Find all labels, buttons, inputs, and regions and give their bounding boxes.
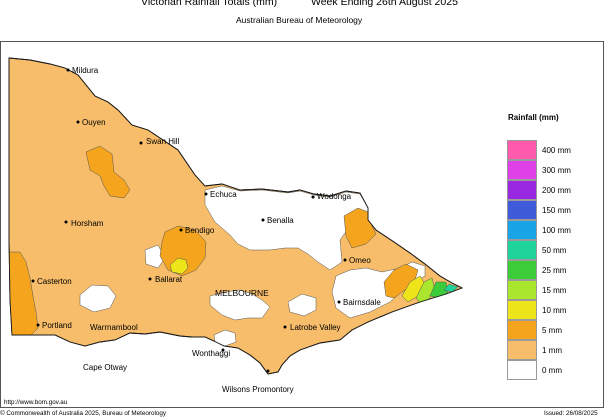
legend-swatch [507,180,537,200]
label-melbourne: MELBOURNE [215,288,269,298]
marker-horsham [64,220,68,224]
marker-wilsons-promontory [266,369,270,373]
label-latrobe-valley: Latrobe Valley [290,323,341,332]
label-benalla: Benalla [267,216,294,225]
legend-swatch [507,360,537,380]
marker-ouyen [76,120,80,124]
dry-region-northeast [204,185,369,271]
legend-label: 300 mm [542,166,571,175]
label-wilsons-promontory: Wilsons Promontory [222,385,294,394]
legend-swatch [507,220,537,240]
marker-swan-hill [139,141,143,145]
label-cape-otway: Cape Otway [83,363,127,372]
label-bairnsdale: Bairnsdale [343,298,381,307]
town-markers [31,68,347,373]
footer-url: http://www.bom.gov.au [4,399,68,406]
label-ballarat: Ballarat [155,275,183,284]
rainfall-map: Mildura Ouyen Swan Hill Echuca Wodonga H… [8,57,464,394]
legend-swatch [507,260,537,280]
legend-title: Rainfall (mm) [508,113,559,122]
legend-label: 25 mm [542,266,567,275]
footer-copyright: © Commonwealth of Australia 2025, Bureau… [0,410,167,417]
marker-wodonga [311,195,315,199]
marker-wonthaggi [221,348,225,352]
marker-casterton [31,279,35,283]
map-subtitle: Australian Bureau of Meteorology [236,15,363,25]
place-labels: Mildura Ouyen Swan Hill Echuca Wodonga H… [37,66,381,394]
label-ouyen: Ouyen [82,118,106,127]
legend-label: 0 mm [542,366,562,375]
footer-issued: Issued: 26/08/2025 [544,410,598,417]
dry-region-gippsland-hill [287,293,317,317]
rain-5mm-wimmera [85,145,131,199]
label-wodonga: Wodonga [317,192,352,201]
legend-label: 200 mm [542,186,571,195]
legend-label: 10 mm [542,306,567,315]
rain-50mm-far-east [443,283,459,293]
marker-portland [36,323,40,327]
legend-swatch [507,140,537,160]
label-warrnambool: Warrnambool [90,323,138,332]
legend-swatch [507,320,537,340]
label-portland: Portland [42,321,72,330]
legend-label: 100 mm [542,226,571,235]
dry-region-bendigo-gap [144,244,166,269]
marker-bendigo [179,228,183,232]
legend-swatch [507,280,537,300]
marker-omeo [343,258,347,262]
legend-swatch [507,160,537,180]
rain-10mm-bendigo-core [169,257,189,275]
legend-label: 50 mm [542,246,567,255]
legend-swatch [507,300,537,320]
label-casterton: Casterton [37,277,72,286]
title-left: Victorian Rainfall Totals (mm) [141,0,278,8]
legend-label: 400 mm [542,146,571,155]
marker-latrobe-valley [283,325,287,329]
legend-swatch [507,240,537,260]
dry-region-ballarat-west [79,284,117,313]
legend-label: 150 mm [542,206,571,215]
legend-label: 15 mm [542,286,567,295]
map-title: Victorian Rainfall Totals (mm) Week Endi… [0,0,604,10]
marker-mildura [66,68,70,72]
title-right: Week Ending 26th August 2025 [311,0,458,8]
marker-ballarat [148,277,152,281]
marker-echuca [204,192,208,196]
label-omeo: Omeo [349,256,371,265]
legend-label: 1 mm [542,346,562,355]
label-wonthaggi: Wonthaggi [192,349,230,358]
marker-benalla [261,218,265,222]
label-echuca: Echuca [210,190,237,199]
label-swan-hill: Swan Hill [146,137,180,146]
marker-bairnsdale [337,300,341,304]
legend-label: 5 mm [542,326,562,335]
state-outline [8,57,464,375]
legend-swatch [507,200,537,220]
label-horsham: Horsham [71,219,104,228]
dry-region-melbourne [209,289,271,321]
label-mildura: Mildura [72,66,99,75]
label-bendigo: Bendigo [185,226,215,235]
legend-swatch [507,340,537,360]
